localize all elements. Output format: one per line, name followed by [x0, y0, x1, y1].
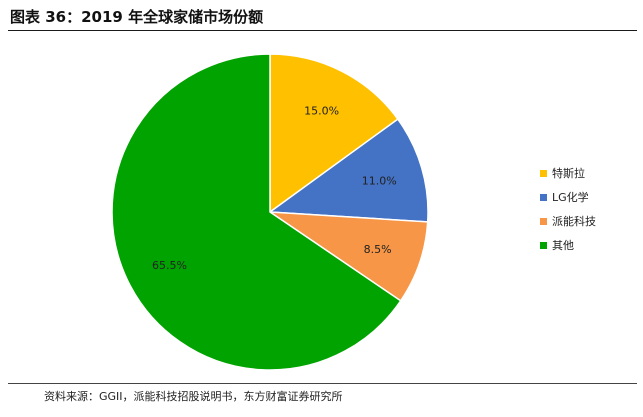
source-note: 资料来源：GGII，派能科技招股说明书，东方财富证券研究所	[44, 390, 343, 403]
pie-slice-2	[267, 211, 429, 302]
legend-swatch-0	[540, 169, 547, 177]
pie-data-label-1: 11.0%	[362, 174, 397, 187]
legend-label-2: 派能科技	[552, 215, 596, 228]
chart-legend: 特斯拉 LG化学派能科技其他	[540, 161, 596, 257]
legend-label-0: 特斯拉	[552, 167, 585, 180]
legend-item-2: 派能科技	[540, 209, 596, 233]
pie-data-label-2: 8.5%	[364, 243, 392, 256]
figure-title: 图表 36：2019 年全球家储市场份额	[10, 8, 264, 26]
legend-swatch-1	[540, 193, 547, 201]
legend-swatch-3	[540, 241, 547, 249]
source-divider	[8, 383, 637, 384]
legend-swatch-2	[540, 217, 547, 225]
legend-item-0: 特斯拉	[540, 161, 596, 185]
legend-item-3: 其他	[540, 233, 596, 257]
legend-label-3: 其他	[552, 239, 574, 252]
legend-label-1: LG化学	[552, 191, 589, 204]
title-divider	[8, 30, 637, 31]
legend-item-1: LG化学	[540, 185, 596, 209]
pie-slice-3	[111, 53, 402, 371]
pie-data-label-3: 65.5%	[152, 259, 187, 272]
pie-slice-1	[267, 118, 429, 223]
pie-slice-0	[269, 53, 399, 214]
pie-data-label-0: 15.0%	[304, 105, 339, 118]
